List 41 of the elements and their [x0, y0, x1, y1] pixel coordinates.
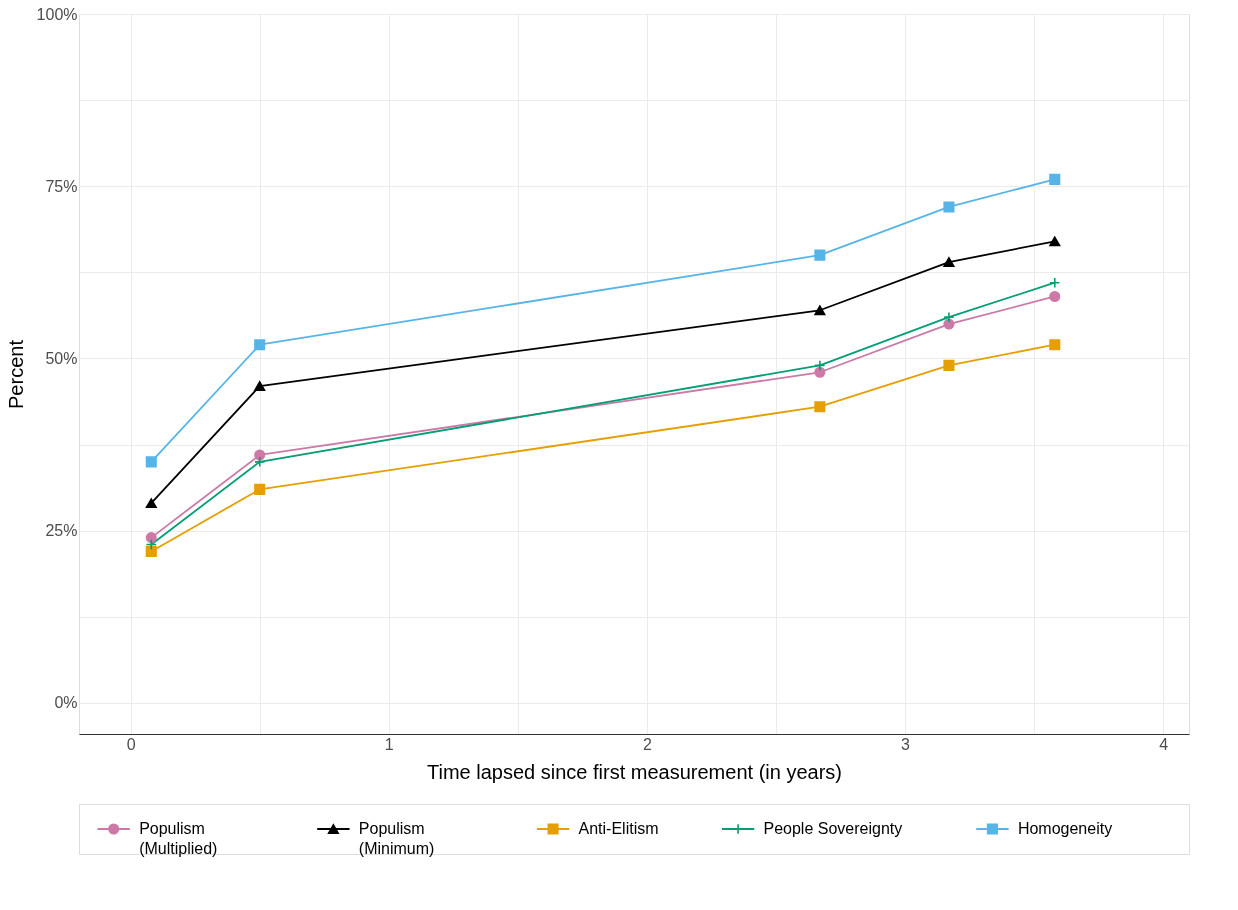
- point: [943, 257, 955, 267]
- point: [814, 401, 826, 413]
- point: [254, 449, 266, 461]
- y-axis-title: Percent: [4, 339, 27, 409]
- x-axis-title: Time lapsed since first measurement (in years): [427, 760, 842, 783]
- point: [814, 249, 826, 261]
- legend-label: Populism (Multiplied): [139, 820, 218, 857]
- legend-label: Homogeneity: [1017, 820, 1113, 837]
- point: [145, 545, 157, 557]
- point: [145, 538, 157, 551]
- legend-label: People Sovereignty: [763, 820, 903, 837]
- legend-label: Populism (Minimum): [358, 820, 435, 857]
- point: [814, 366, 826, 378]
- x-tick-label: 0: [126, 735, 136, 753]
- point: [943, 201, 955, 213]
- x-tick-label: 1: [384, 735, 394, 753]
- point: [145, 498, 157, 509]
- point: [254, 339, 266, 351]
- point: [1049, 339, 1061, 351]
- point: [254, 381, 266, 391]
- y-tick-label: 25%: [45, 522, 78, 540]
- y-tick-label: 75%: [45, 177, 78, 195]
- point: [254, 483, 266, 495]
- point: [814, 305, 826, 316]
- point: [1049, 173, 1061, 185]
- legend-label: Anti-Elitism: [578, 820, 659, 837]
- point: [943, 359, 955, 371]
- point: [1049, 236, 1061, 247]
- point: [814, 359, 826, 371]
- y-tick-label: 100%: [36, 5, 78, 23]
- y-tick-label: 50%: [45, 350, 78, 367]
- x-tick-label: 4: [1159, 735, 1169, 753]
- point: [145, 456, 157, 468]
- y-tick-label: 0%: [54, 694, 78, 712]
- x-tick-label: 3: [901, 735, 911, 753]
- point: [943, 311, 955, 323]
- point: [254, 456, 266, 468]
- point: [145, 532, 157, 544]
- point: [1049, 277, 1061, 289]
- point: [1049, 290, 1061, 303]
- x-tick-label: 2: [642, 735, 652, 753]
